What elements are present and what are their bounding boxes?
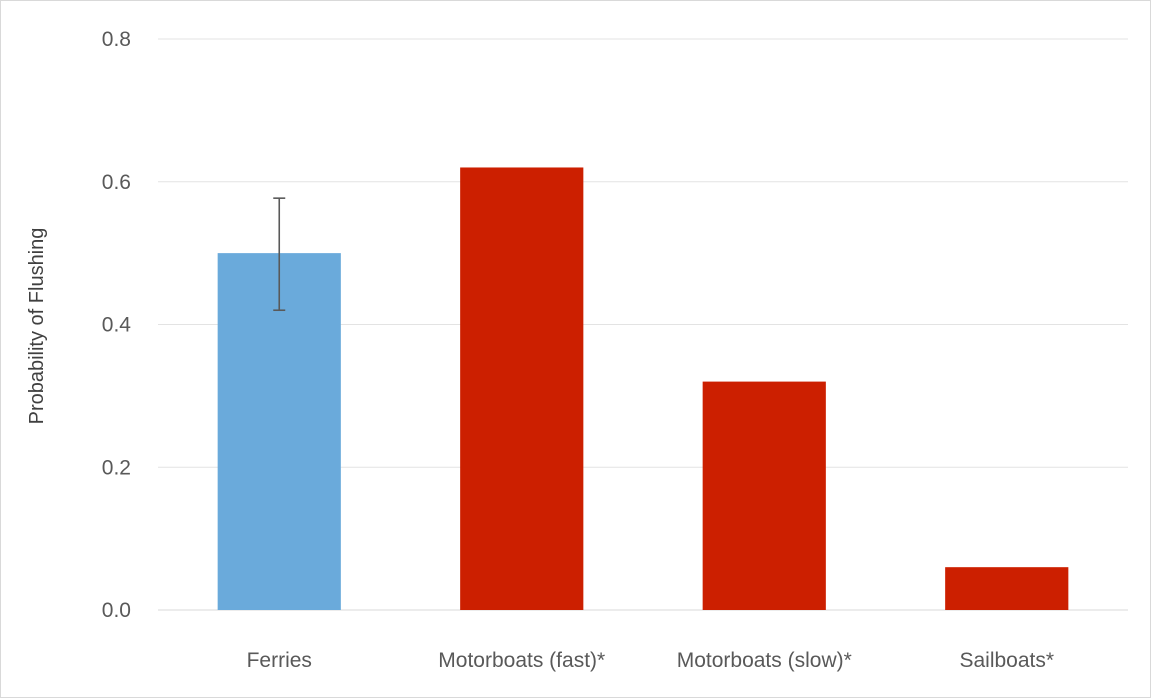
y-axis-title: Probability of Flushing [26,228,48,425]
y-tick-label: 0.8 [102,28,131,51]
bar [217,253,341,610]
bar [702,381,826,610]
bar [460,167,584,610]
y-tick-label: 0.4 [102,314,132,337]
x-tick-labels: Ferries Motorboats (fast)* Motorboats (slo… [247,649,1054,672]
x-tick-label: Motorboats (fast)* [438,649,605,672]
y-tick-labels: 0.0 0.2 0.4 0.6 0.8 [102,28,132,622]
y-tick-label: 0.0 [102,599,131,622]
error-bar [273,197,286,312]
bar [945,567,1069,610]
error-bars [273,197,286,312]
x-tick-label: Ferries [247,649,312,672]
bars [217,167,1069,610]
y-tick-label: 0.6 [102,171,131,194]
x-tick-label: Sailboats* [959,649,1054,672]
x-tick-label: Motorboats (slow)* [677,649,852,672]
y-tick-label: 0.2 [102,456,131,479]
